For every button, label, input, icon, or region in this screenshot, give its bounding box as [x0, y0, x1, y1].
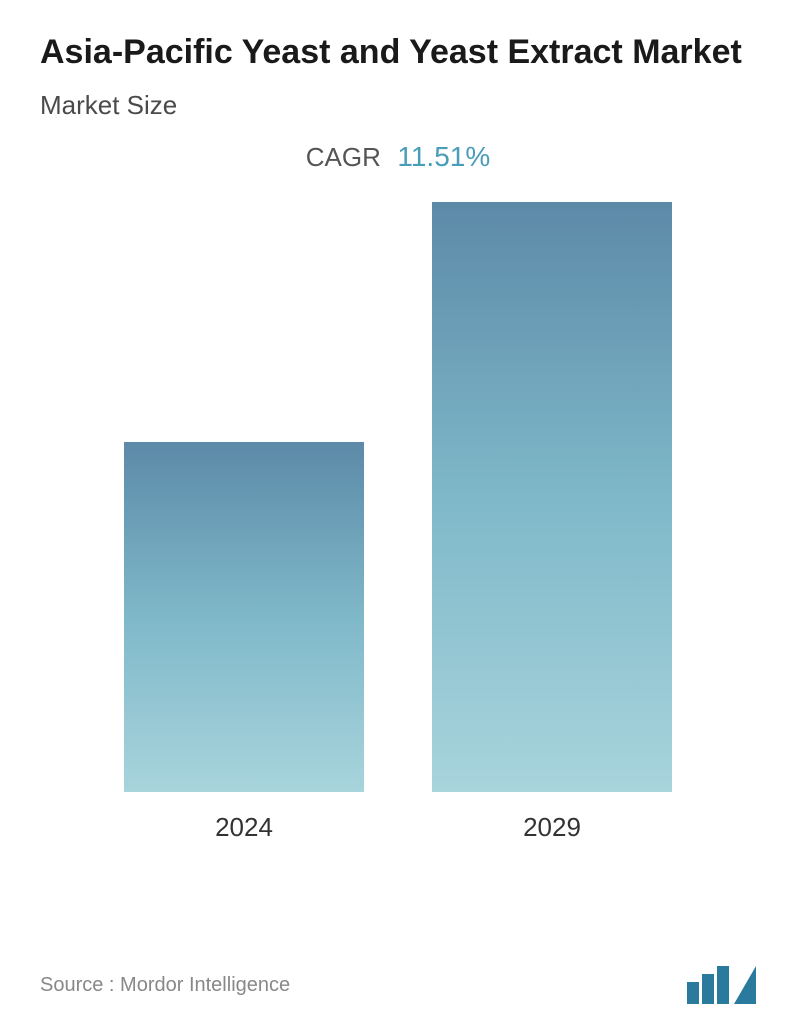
bar-group-2024: 2024 — [124, 442, 364, 843]
logo-bar-2 — [702, 974, 714, 1004]
cagr-value: 11.51% — [397, 141, 490, 172]
mordor-logo-icon — [687, 966, 756, 1004]
chart-subtitle: Market Size — [40, 90, 756, 121]
chart-title: Asia-Pacific Yeast and Yeast Extract Mar… — [40, 30, 756, 74]
cagr-container: CAGR 11.51% — [40, 141, 756, 173]
bar-chart: 2024 2029 — [40, 203, 756, 843]
bar-2024 — [124, 442, 364, 792]
bar-group-2029: 2029 — [432, 202, 672, 843]
logo-bar-3 — [717, 966, 729, 1004]
logo-bar-1 — [687, 982, 699, 1004]
source-attribution: Source : Mordor Intelligence — [40, 974, 290, 997]
cagr-label: CAGR — [306, 142, 381, 172]
bar-label-2024: 2024 — [215, 812, 273, 843]
chart-footer: Source : Mordor Intelligence — [40, 966, 756, 1004]
logo-triangle — [734, 966, 756, 1004]
bar-2029 — [432, 202, 672, 792]
bar-label-2029: 2029 — [523, 812, 581, 843]
